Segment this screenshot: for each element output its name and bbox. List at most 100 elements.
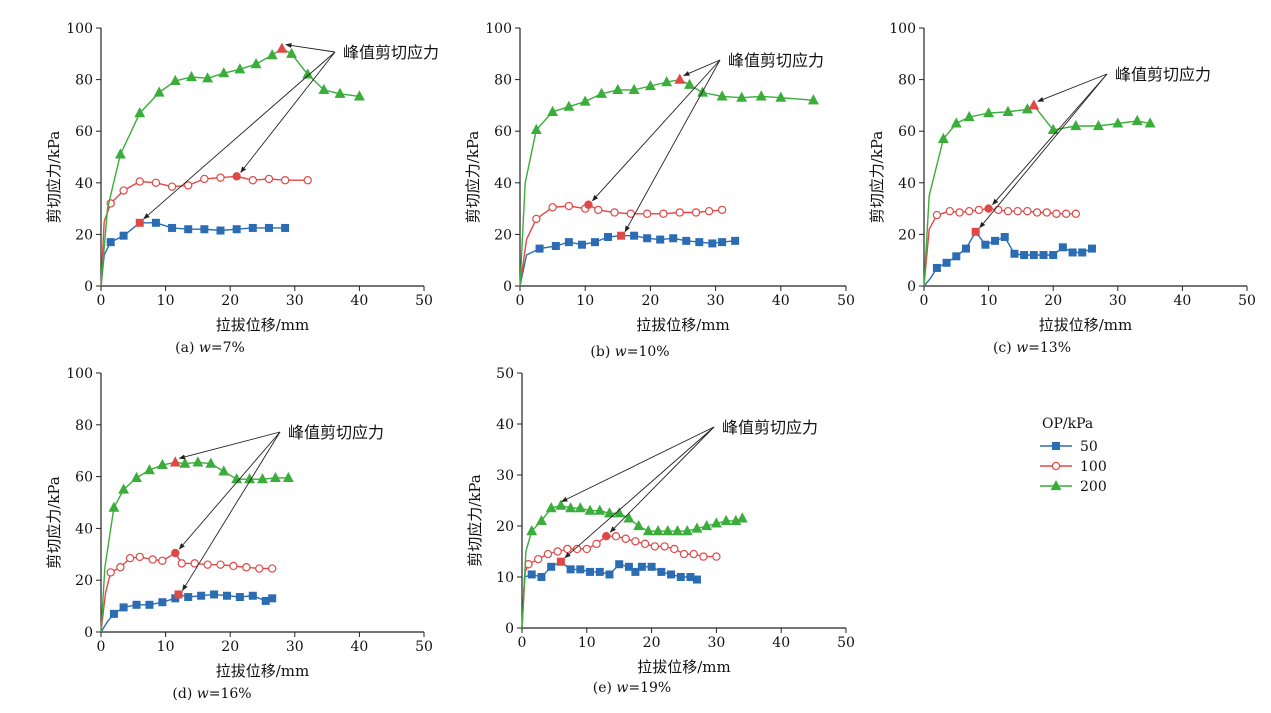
data-point-200 (526, 525, 538, 536)
data-point-100 (582, 544, 592, 554)
x-tick-label: 10 (157, 639, 175, 655)
data-point-50 (577, 240, 586, 249)
x-tick-label: 30 (1109, 293, 1127, 309)
data-point-100 (626, 209, 636, 218)
data-point-200 (108, 501, 120, 512)
series-100 (521, 532, 721, 629)
y-tick-label: 20 (75, 227, 93, 243)
x-tick-label: 50 (837, 635, 855, 651)
data-point-200 (701, 519, 713, 531)
data-point-200 (218, 67, 230, 78)
peak-point-100 (232, 172, 241, 181)
data-point-100 (184, 181, 193, 190)
data-point-200 (710, 517, 722, 528)
data-point-100 (994, 205, 1003, 215)
annotation-arrow (561, 426, 715, 503)
annotation-arrow (609, 426, 715, 533)
peak-point-50 (174, 590, 183, 599)
x-tick-label: 50 (415, 639, 433, 655)
data-point-50 (551, 242, 560, 251)
data-point-100 (267, 564, 277, 573)
y-tick-label: 0 (84, 279, 93, 295)
data-point-50 (210, 590, 219, 599)
data-point-200 (266, 49, 278, 60)
data-point-100 (610, 208, 619, 217)
data-point-50 (132, 600, 141, 609)
data-point-200 (983, 107, 995, 118)
x-tick-label: 40 (772, 293, 790, 309)
data-point-50 (1058, 243, 1067, 252)
annotation-arrow (979, 73, 1108, 229)
data-point-200 (118, 483, 130, 494)
legend-label: 100 (1080, 459, 1107, 475)
data-point-100 (563, 544, 572, 554)
data-point-50 (1020, 251, 1029, 260)
x-tick-label: 20 (1044, 293, 1062, 309)
series-line-50 (100, 222, 286, 287)
data-point-100 (216, 173, 225, 182)
data-point-50 (119, 231, 128, 240)
series-200 (519, 73, 819, 287)
y-tick-label: 20 (898, 227, 916, 243)
data-point-100 (689, 549, 698, 559)
data-point-50 (942, 258, 951, 267)
data-point-100 (594, 205, 603, 215)
series-50 (100, 218, 290, 287)
data-point-50 (692, 575, 701, 584)
chart-panel-e: 0 10 20 30 40 50 0 10 20 30 40 50 拉拔位移/mm 剪切应力/kPa (e)… (466, 366, 855, 696)
data-point-200 (1112, 117, 1124, 128)
data-point-200 (205, 457, 217, 468)
x-axis-label: 拉拔位移/mm (216, 316, 310, 334)
data-point-50 (222, 591, 231, 600)
y-axis-label: 剪切应力/kPa (464, 131, 482, 224)
data-point-50 (535, 244, 544, 253)
data-point-50 (232, 225, 241, 234)
data-point-200 (282, 471, 294, 482)
data-point-200 (202, 72, 214, 83)
data-point-50 (605, 570, 614, 579)
y-tick-label: 20 (496, 519, 514, 535)
y-tick-label: 20 (75, 573, 93, 589)
data-point-100 (691, 208, 701, 217)
data-point-200 (257, 473, 268, 484)
y-axis-label: 剪切应力/kPa (45, 476, 63, 569)
data-point-200 (628, 83, 640, 95)
data-point-100 (229, 561, 238, 571)
data-point-200 (584, 504, 596, 515)
data-point-50 (1000, 232, 1009, 241)
annotation-arrow (683, 59, 721, 77)
y-axis-label: 剪切应力/kPa (868, 131, 886, 224)
data-point-100 (592, 539, 601, 549)
data-point-200 (144, 464, 155, 475)
data-point-50 (527, 570, 536, 579)
y-tick-label: 100 (66, 366, 93, 382)
y-tick-label: 60 (898, 124, 916, 140)
data-point-50 (624, 562, 633, 571)
peak-annotation: 峰值剪切应力 (143, 42, 439, 220)
data-point-100 (642, 209, 652, 218)
data-point-200 (604, 507, 615, 518)
y-tick-label: 40 (75, 176, 93, 192)
data-point-100 (534, 554, 543, 564)
data-point-100 (932, 210, 942, 220)
data-point-100 (106, 568, 115, 577)
data-point-50 (656, 235, 665, 244)
legend-marker (1050, 479, 1062, 491)
series-100 (519, 200, 727, 287)
data-point-50 (158, 598, 167, 607)
panel-caption: (b) w=10% (590, 344, 669, 360)
data-point-100 (704, 206, 714, 216)
data-point-200 (1002, 105, 1014, 116)
series-100 (100, 172, 312, 287)
data-point-50 (168, 223, 177, 232)
series-line-100 (519, 204, 723, 287)
data-point-100 (1032, 208, 1042, 217)
x-tick-label: 40 (1173, 293, 1191, 309)
data-point-100 (1042, 208, 1051, 217)
peak-annotation: 峰值剪切应力 (561, 418, 818, 559)
data-point-100 (167, 182, 177, 191)
x-tick-label: 10 (157, 293, 175, 309)
annotation-arrow (992, 73, 1108, 206)
y-tick-label: 80 (75, 73, 93, 89)
x-tick-label: 20 (643, 635, 661, 651)
